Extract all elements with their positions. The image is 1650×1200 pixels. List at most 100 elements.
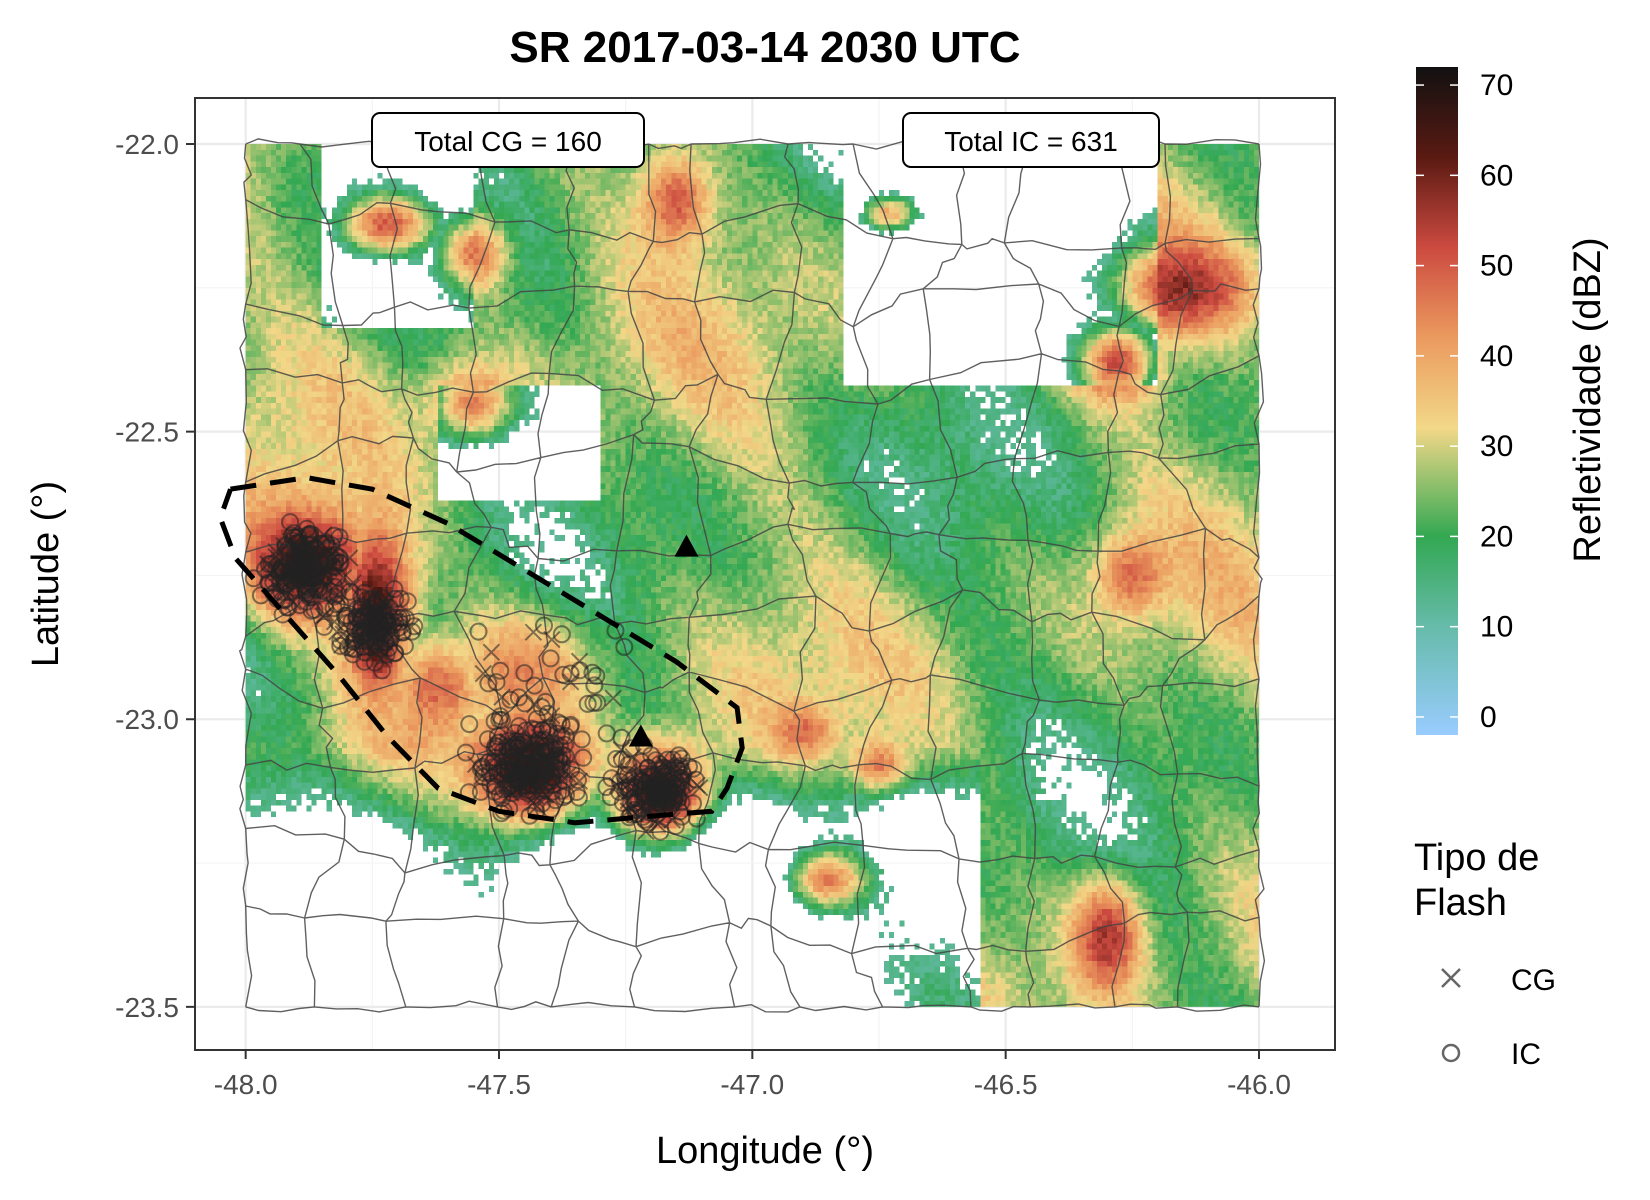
ic-flash	[281, 513, 300, 532]
y-axis-ticks: -22.0 -22.5 -23.0 -23.5	[115, 129, 195, 1023]
total-cg-label: Total CG = 160	[414, 126, 602, 157]
cg-flash	[267, 542, 285, 561]
cg-flash	[402, 618, 420, 636]
tracked-cell-outline	[217, 475, 745, 826]
cg-flash	[651, 782, 670, 800]
y-tick-label: -23.5	[115, 992, 179, 1023]
cg-flash	[637, 822, 655, 841]
ic-flash	[615, 637, 634, 656]
cg-flash	[676, 771, 694, 789]
legend-item-ic: IC	[1441, 1038, 1541, 1071]
chart-title: SR 2017-03-14 2030 UTC	[509, 23, 1020, 72]
total-cg-box: Total CG = 160	[371, 112, 645, 168]
cg-flash	[561, 673, 580, 691]
radar-sites	[628, 534, 699, 747]
cg-flash	[513, 756, 532, 774]
cg-flash	[668, 785, 687, 804]
cg-flash	[328, 623, 346, 641]
ic-flash	[538, 704, 557, 723]
cg-flash	[369, 638, 388, 657]
ic-flash	[386, 589, 405, 608]
legend-title-line2: Flash	[1414, 882, 1507, 924]
ic-flash	[552, 715, 571, 734]
colorbar-tick-label: 50	[1480, 250, 1513, 283]
ic-flash	[469, 622, 488, 641]
cg-flash	[482, 643, 501, 662]
ic-flash	[496, 760, 515, 779]
x-tick-label: -47.5	[467, 1069, 531, 1100]
x-tick-label: -48.0	[214, 1069, 278, 1100]
ic-flash	[301, 588, 320, 607]
ic-flash	[541, 649, 560, 668]
cg-flash	[377, 602, 395, 620]
legend-item-cg: CG	[1441, 964, 1556, 997]
cg-flash	[305, 554, 324, 572]
cg-flash	[474, 664, 493, 683]
ic-flash	[583, 663, 602, 682]
ic-flash	[585, 676, 604, 695]
ic-flash	[487, 673, 506, 692]
colorbar-tick-label: 70	[1480, 69, 1513, 102]
cg-flash	[624, 747, 642, 766]
cg-flash	[618, 776, 636, 795]
ic-flash	[355, 652, 374, 671]
colorbar-title: Refletividade (dBZ)	[1567, 237, 1609, 562]
cg-flash	[570, 772, 589, 790]
ic-flash	[488, 727, 507, 746]
cg-flash	[526, 696, 544, 714]
cg-flash	[267, 547, 285, 566]
ic-flash	[405, 617, 424, 636]
cg-flash	[524, 623, 543, 641]
panel-border	[194, 97, 1336, 1051]
ic-flash	[535, 616, 553, 635]
legend-label-ic: IC	[1511, 1038, 1541, 1071]
cg-flash	[344, 639, 362, 657]
ic-flash	[572, 730, 591, 749]
cg-flash	[284, 563, 303, 582]
legend-label-cg: CG	[1511, 964, 1556, 997]
colorbar-tick-label: 0	[1480, 701, 1497, 734]
ic-flash	[324, 599, 343, 618]
cg-flash	[532, 740, 550, 759]
ic-flash	[549, 713, 568, 732]
colorbar-tick-label: 60	[1480, 159, 1513, 192]
circle-icon	[1441, 1043, 1461, 1063]
y-tick-label: -23.0	[115, 704, 179, 735]
colorbar-tick-label: 20	[1480, 520, 1513, 553]
cg-flash	[374, 616, 392, 635]
cg-flash	[502, 784, 520, 802]
ic-flash	[305, 600, 324, 619]
ic-flash	[561, 715, 580, 734]
colorbar	[1416, 67, 1458, 735]
ic-flash	[578, 694, 597, 713]
cg-flash	[266, 576, 284, 594]
cg-flash	[526, 787, 545, 805]
cg-flash	[515, 736, 534, 754]
x-tick-label: -47.0	[720, 1069, 784, 1100]
x-axis-label: Longitude (°)	[656, 1130, 874, 1172]
radar-site-marker	[628, 724, 653, 747]
cg-flash	[299, 534, 317, 553]
cg-flash	[312, 570, 330, 589]
cg-flash	[473, 767, 491, 786]
cg-flash	[570, 652, 589, 670]
cg-flash	[321, 552, 340, 571]
colorbar-tick-label: 40	[1480, 340, 1513, 373]
ic-flash	[587, 666, 606, 685]
cg-flash	[656, 756, 675, 774]
ic-flash	[327, 595, 346, 614]
ic-flash	[536, 732, 555, 751]
cg-flash	[375, 647, 393, 665]
ic-flash	[460, 715, 479, 734]
ic-flash	[276, 590, 295, 609]
cg-flash	[631, 769, 649, 788]
ic-flash	[553, 754, 572, 773]
cg-flash	[294, 551, 312, 570]
cg-flash	[672, 780, 690, 798]
ic-flash	[325, 587, 344, 606]
ic-flash	[391, 589, 410, 608]
cg-flash	[341, 549, 359, 567]
ic-flash	[546, 791, 565, 810]
cg-flash	[372, 633, 391, 651]
cg-flash	[264, 562, 282, 580]
